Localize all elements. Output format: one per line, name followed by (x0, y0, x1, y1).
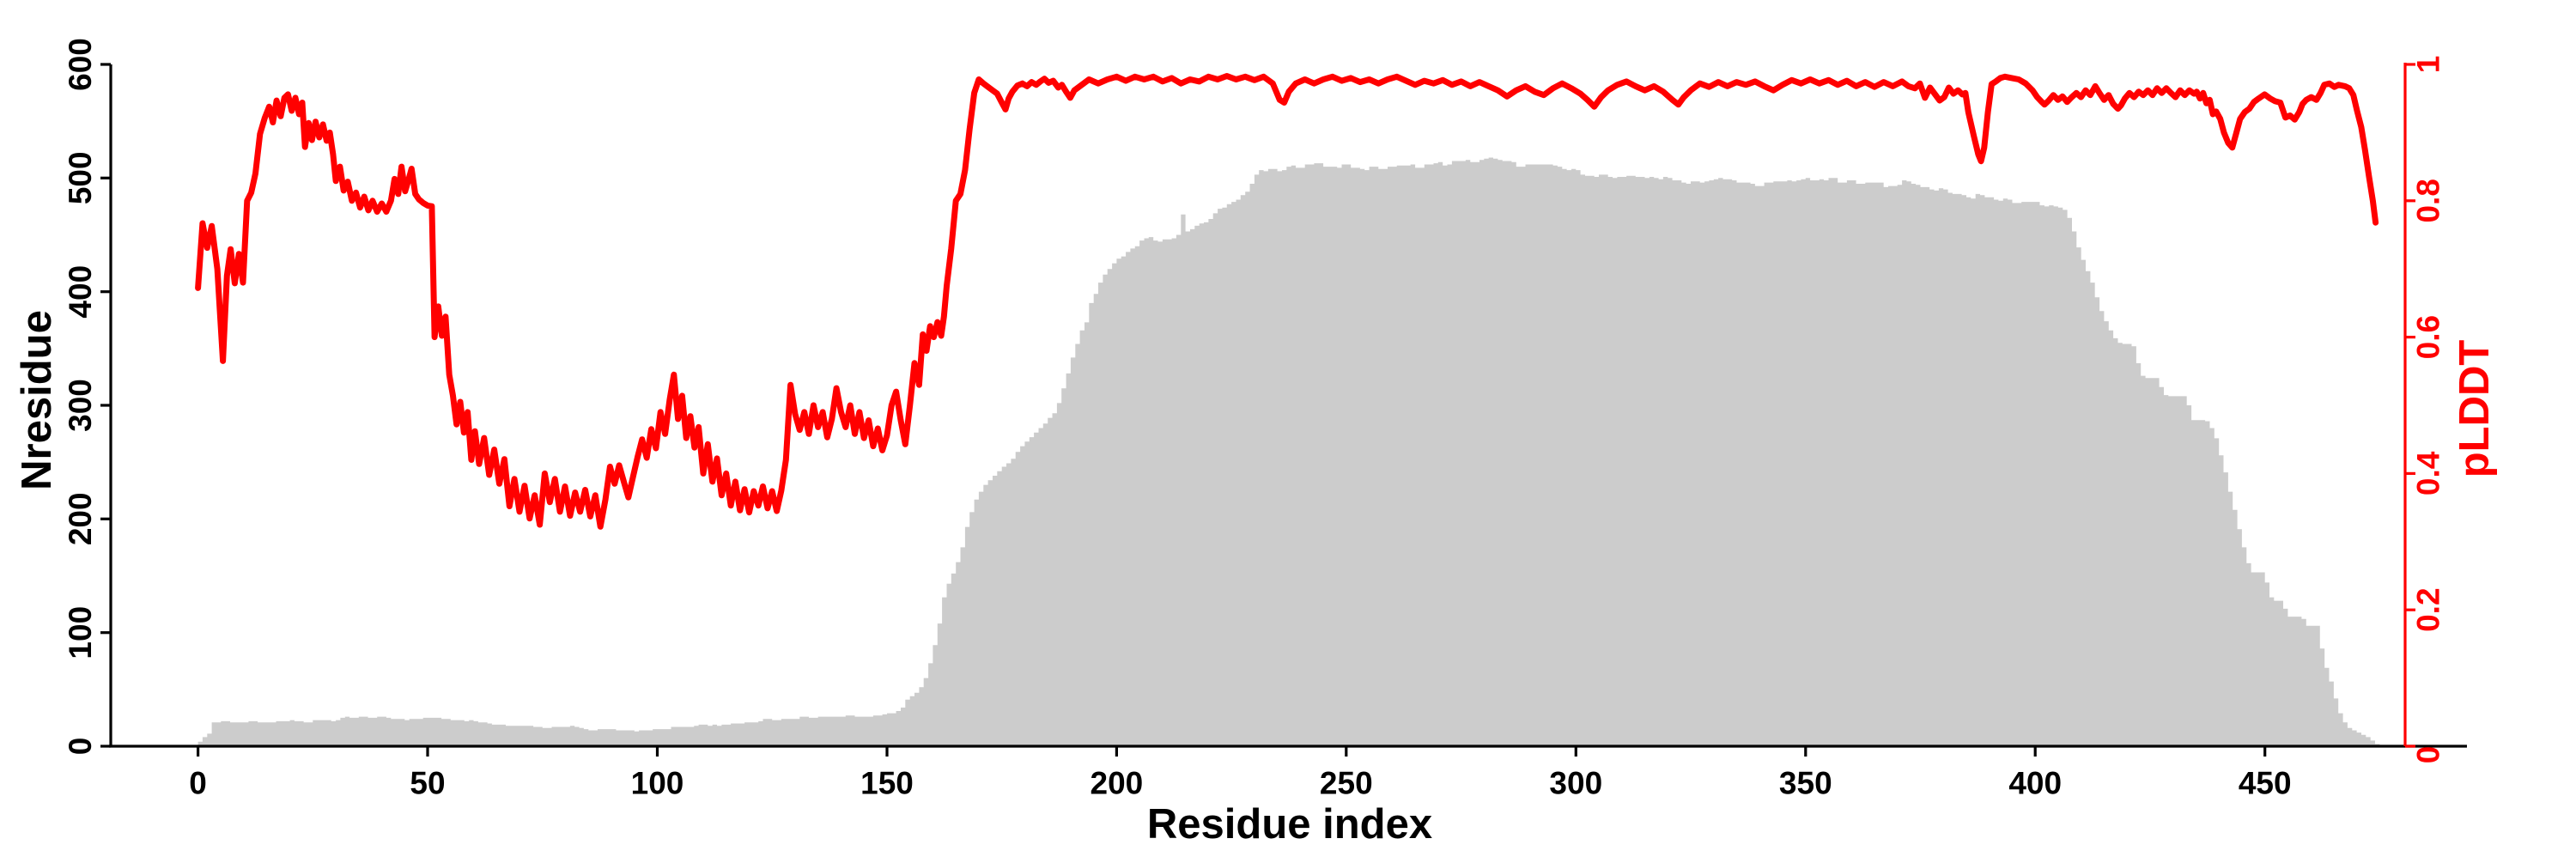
svg-text:400: 400 (63, 265, 98, 319)
svg-text:0: 0 (63, 738, 98, 756)
svg-text:0.2: 0.2 (2411, 587, 2446, 631)
svg-text:500: 500 (63, 151, 98, 204)
svg-text:0: 0 (189, 766, 207, 801)
svg-text:250: 250 (1320, 766, 1373, 801)
svg-text:300: 300 (1549, 766, 1602, 801)
svg-text:350: 350 (1779, 766, 1832, 801)
svg-text:150: 150 (860, 766, 914, 801)
svg-text:Residue index: Residue index (1147, 801, 1432, 848)
svg-text:200: 200 (1091, 766, 1144, 801)
svg-text:1: 1 (2411, 56, 2446, 74)
svg-text:400: 400 (2008, 766, 2062, 801)
svg-text:0.8: 0.8 (2411, 179, 2446, 222)
svg-text:0: 0 (2411, 746, 2446, 764)
svg-text:0.4: 0.4 (2411, 451, 2446, 495)
svg-text:200: 200 (63, 492, 98, 545)
svg-text:50: 50 (410, 766, 445, 801)
svg-text:300: 300 (63, 379, 98, 432)
svg-text:100: 100 (63, 606, 98, 659)
svg-text:pLDDT: pLDDT (2451, 340, 2498, 478)
svg-text:450: 450 (2239, 766, 2292, 801)
svg-text:0.6: 0.6 (2411, 315, 2446, 359)
svg-text:600: 600 (63, 38, 98, 91)
svg-text:100: 100 (631, 766, 684, 801)
svg-text:Nresidue: Nresidue (14, 310, 60, 490)
